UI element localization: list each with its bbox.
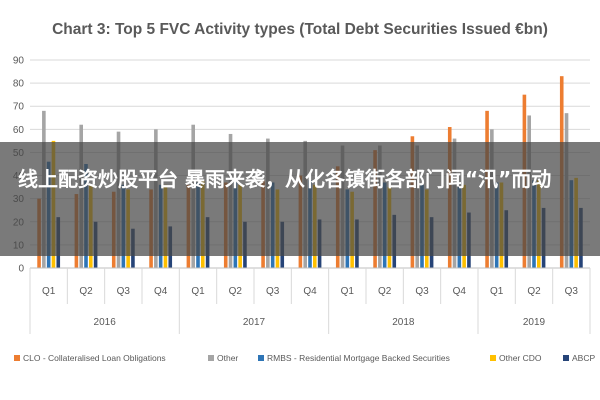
y-tick-label: 0 bbox=[18, 264, 24, 275]
overlay-headline[interactable]: 线上配资炒股平台 暴雨来袭，从化各镇街各部门闻“汛”而动 bbox=[18, 167, 552, 191]
legend-label: Other bbox=[217, 353, 238, 363]
x-tick-label: Q2 bbox=[378, 286, 392, 297]
y-tick-label: 70 bbox=[13, 102, 25, 113]
x-tick-label: Q4 bbox=[154, 286, 168, 297]
year-label: 2017 bbox=[243, 317, 266, 328]
legend-swatch bbox=[208, 355, 214, 361]
x-tick-label: Q3 bbox=[266, 286, 280, 297]
overlay-banner: 线上配资炒股平台 暴雨来袭，从化各镇街各部门闻“汛”而动 bbox=[0, 142, 600, 256]
x-tick-label: Q3 bbox=[565, 286, 579, 297]
x-tick-label: Q3 bbox=[117, 286, 131, 297]
y-tick-label: 80 bbox=[13, 79, 25, 90]
x-tick-label: Q4 bbox=[303, 286, 317, 297]
year-label: 2019 bbox=[523, 317, 546, 328]
chart-title: Chart 3: Top 5 FVC Activity types (Total… bbox=[52, 21, 548, 38]
x-tick-label: Q4 bbox=[453, 286, 467, 297]
x-tick-label: Q2 bbox=[79, 286, 93, 297]
y-tick-label: 60 bbox=[13, 125, 25, 136]
x-tick-label: Q2 bbox=[229, 286, 243, 297]
legend-swatch bbox=[563, 355, 569, 361]
legend-swatch bbox=[14, 355, 20, 361]
legend-swatch bbox=[490, 355, 496, 361]
legend: CLO - Collateralised Loan Obligations Oth… bbox=[14, 353, 595, 363]
year-label: 2018 bbox=[392, 317, 415, 328]
x-tick-label: Q1 bbox=[490, 286, 504, 297]
legend-label: ABCP bbox=[572, 353, 595, 363]
x-tick-label: Q1 bbox=[191, 286, 205, 297]
x-tick-label: Q3 bbox=[415, 286, 429, 297]
legend-swatch bbox=[258, 355, 264, 361]
x-tick-label: Q2 bbox=[527, 286, 541, 297]
x-tick-label: Q1 bbox=[341, 286, 355, 297]
legend-label: RMBS - Residential Mortgage Backed Secur… bbox=[267, 353, 450, 363]
legend-label: Other CDO bbox=[499, 353, 542, 363]
year-label: 2016 bbox=[94, 317, 117, 328]
x-tick-label: Q1 bbox=[42, 286, 56, 297]
y-tick-label: 90 bbox=[13, 56, 25, 67]
legend-label: CLO - Collateralised Loan Obligations bbox=[23, 353, 166, 363]
